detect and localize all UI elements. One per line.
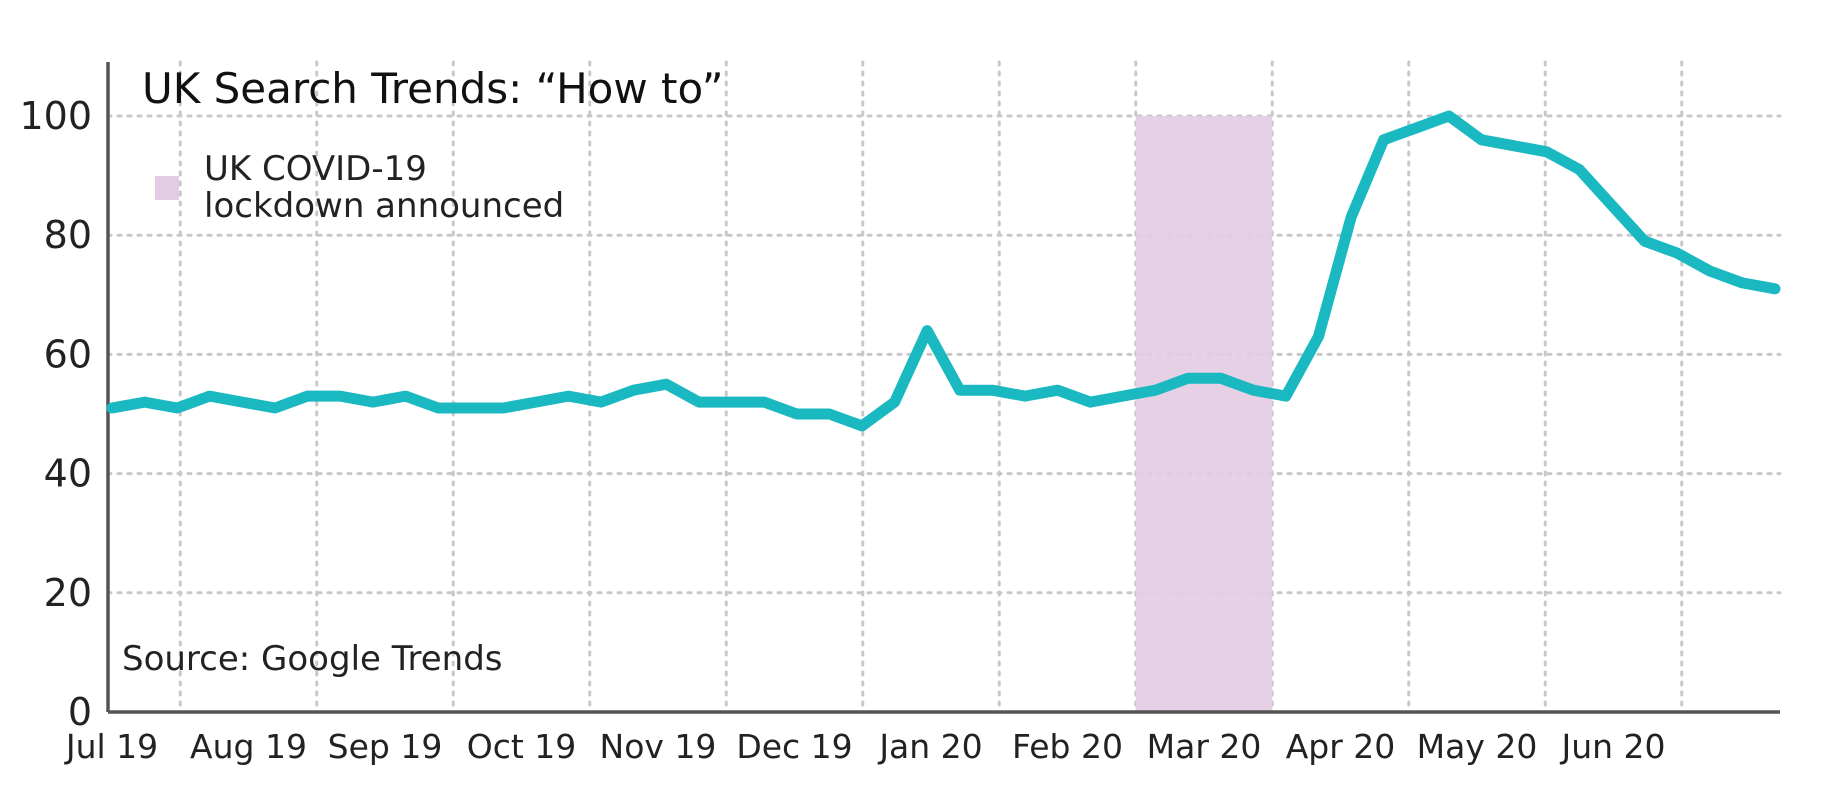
x-tick-jan-20: Jan 20 (877, 727, 982, 766)
data-point-14 (565, 393, 572, 400)
horizontal-grid (106, 114, 1782, 595)
x-tick-feb-20: Feb 20 (1012, 727, 1123, 766)
data-point-5 (272, 405, 279, 412)
data-point-38 (1348, 214, 1355, 221)
y-axis-ticks: 0 20 40 60 80 100 (19, 94, 92, 734)
data-point-0 (109, 405, 115, 412)
x-tick-jul-19: Jul 19 (64, 727, 158, 766)
data-point-27 (989, 387, 996, 394)
legend-swatch (155, 176, 179, 200)
data-point-50 (1739, 279, 1746, 286)
data-point-34 (1217, 375, 1224, 382)
data-point-33 (1185, 375, 1192, 382)
source-note: Source: Google Trends (122, 639, 503, 679)
data-point-32 (1152, 387, 1159, 394)
data-point-3 (206, 393, 213, 400)
data-point-15 (598, 399, 605, 406)
x-tick-sep-19: Sep 19 (328, 727, 443, 766)
x-tick-jun-20: Jun 20 (1559, 727, 1665, 766)
data-point-44 (1543, 148, 1550, 155)
data-point-49 (1706, 267, 1713, 274)
data-point-4 (239, 399, 246, 406)
data-point-42 (1478, 136, 1485, 143)
data-point-43 (1511, 142, 1518, 149)
data-point-51 (1772, 285, 1778, 292)
x-axis-ticks: Jul 19 Aug 19 Sep 19 Oct 19 Nov 19 Dec 19 Jan … (64, 727, 1666, 766)
data-point-22 (826, 411, 833, 417)
y-tick-40: 40 (44, 452, 92, 496)
legend-label-line-2: lockdown announced (204, 186, 564, 226)
data-point-41 (1445, 113, 1452, 119)
data-point-28 (1022, 393, 1029, 400)
data-point-10 (435, 405, 442, 412)
x-tick-oct-19: Oct 19 (467, 727, 577, 766)
data-point-17 (663, 381, 670, 388)
data-point-16 (630, 387, 637, 394)
y-tick-80: 80 (44, 213, 92, 257)
data-point-45 (1576, 166, 1583, 173)
data-point-19 (728, 399, 735, 406)
data-point-24 (891, 399, 898, 406)
data-point-25 (924, 327, 931, 334)
data-point-36 (1282, 393, 1289, 400)
y-tick-20: 20 (44, 571, 92, 615)
data-point-35 (1250, 387, 1257, 394)
legend-label-line-1: UK COVID-19 (204, 149, 427, 189)
data-point-48 (1674, 250, 1681, 257)
data-point-46 (1608, 202, 1615, 209)
y-tick-60: 60 (44, 332, 92, 376)
data-point-8 (369, 399, 376, 406)
data-point-30 (1087, 399, 1094, 406)
chart-title: UK Search Trends: “How to” (142, 64, 723, 113)
legend: UK COVID-19 lockdown announced (155, 149, 564, 226)
x-tick-aug-19: Aug 19 (190, 727, 307, 766)
x-tick-nov-19: Nov 19 (600, 727, 717, 766)
y-tick-0: 0 (68, 690, 92, 734)
lockdown-highlight-band (1135, 116, 1273, 712)
data-point-26 (956, 387, 963, 394)
data-point-6 (304, 393, 311, 400)
data-point-7 (337, 393, 344, 400)
data-point-20 (761, 399, 768, 406)
data-point-12 (500, 405, 507, 412)
series-line-0 (106, 110, 1781, 432)
data-point-2 (174, 405, 181, 412)
data-point-37 (1315, 333, 1322, 340)
data-point-9 (402, 393, 409, 400)
data-point-21 (793, 411, 800, 417)
x-tick-dec-19: Dec 19 (736, 727, 852, 766)
x-tick-apr-20: Apr 20 (1286, 727, 1396, 766)
data-point-39 (1380, 136, 1387, 143)
data-point-31 (1119, 393, 1126, 400)
data-point-23 (858, 422, 865, 429)
x-tick-mar-20: Mar 20 (1147, 727, 1262, 766)
data-point-47 (1641, 238, 1648, 245)
x-tick-may-20: May 20 (1417, 727, 1538, 766)
data-point-1 (141, 399, 148, 406)
y-tick-100: 100 (19, 94, 92, 138)
data-point-11 (467, 405, 474, 412)
series-how-to (106, 110, 1781, 432)
data-point-18 (695, 399, 702, 406)
data-point-40 (1413, 124, 1420, 131)
data-point-13 (532, 399, 539, 406)
data-point-29 (1054, 387, 1061, 394)
